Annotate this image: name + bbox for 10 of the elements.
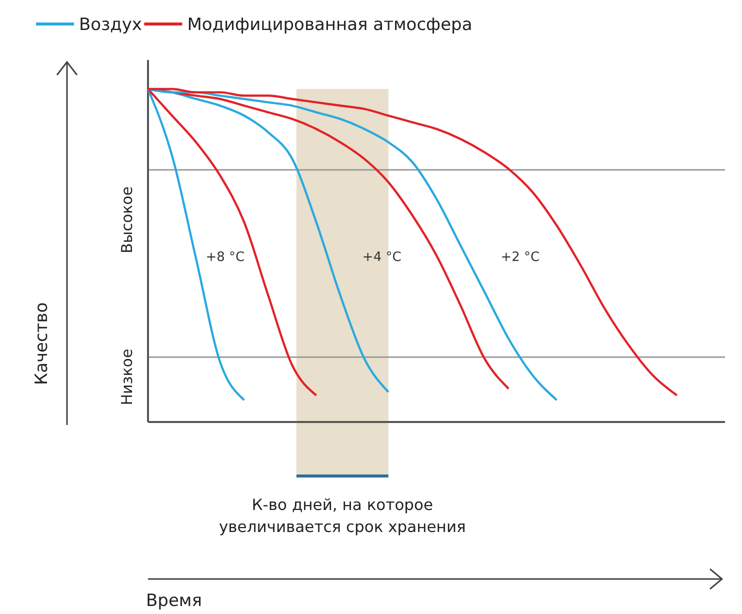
ref-line-label: Низкое	[118, 348, 136, 406]
text: Время	[146, 591, 202, 611]
legend-label: Модифицированная атмосфера	[187, 15, 472, 35]
annotation: +8 °C	[206, 250, 245, 265]
ref-line-label: Высокое	[118, 186, 136, 254]
legend-label: Воздух	[79, 15, 142, 35]
annotation: +2 °C	[500, 250, 540, 265]
text: Качество	[32, 302, 52, 385]
text: К-во дней, на которое увеличивается срок хранения	[218, 496, 466, 536]
annotation: +4 °C	[362, 250, 402, 265]
